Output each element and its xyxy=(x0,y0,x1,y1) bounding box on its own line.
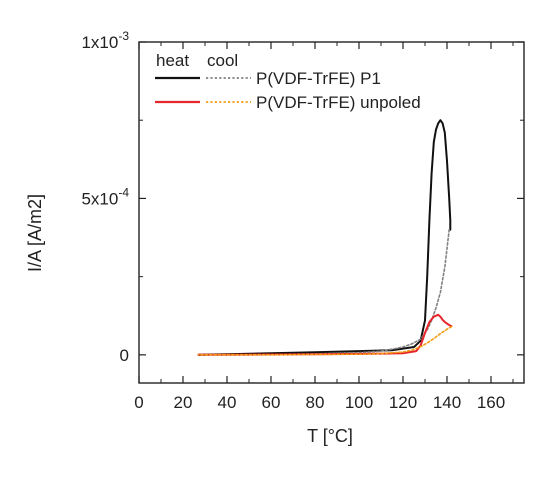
y-tick-label: 1x10-3 xyxy=(81,29,129,52)
x-tick-label: 20 xyxy=(174,393,193,412)
x-axis-title: T [°C] xyxy=(307,426,353,446)
x-tick-label: 160 xyxy=(477,393,505,412)
x-tick-label: 60 xyxy=(262,393,281,412)
x-tick-label: 120 xyxy=(389,393,417,412)
ticks-layer: 0 20 40 60 80 100 120 140 160 0 5x10-4 1x10-3 xyxy=(81,29,524,412)
series-line-p-vdf-trfe-p1-heat xyxy=(197,119,452,356)
legend-header-heat: heat xyxy=(156,51,189,70)
legend: heat cool P(VDF-TrFE) P1 P(VDF-TrFE) unpole… xyxy=(155,51,421,112)
legend-label: P(VDF-TrFE) unpoled xyxy=(256,93,421,112)
y-tick-label: 5x10-4 xyxy=(81,185,129,208)
y-axis-title: I/A [A/m2] xyxy=(25,194,45,272)
x-tick-label: 80 xyxy=(306,393,325,412)
plot-frame-layer xyxy=(138,41,525,384)
x-tick-label: 100 xyxy=(345,393,373,412)
y-tick-label: 0 xyxy=(120,346,129,365)
series-line-p-vdf-trfe-p1-cool xyxy=(197,228,451,356)
x-tick-label: 140 xyxy=(433,393,461,412)
x-tick-label: 0 xyxy=(134,393,143,412)
legend-header-cool: cool xyxy=(207,51,238,70)
series-layer xyxy=(197,119,453,356)
plot-area-border xyxy=(138,41,525,384)
legend-label: P(VDF-TrFE) P1 xyxy=(256,69,381,88)
x-tick-label: 40 xyxy=(218,393,237,412)
series-line-p-vdf-trfe-unpoled-cool xyxy=(197,325,453,356)
